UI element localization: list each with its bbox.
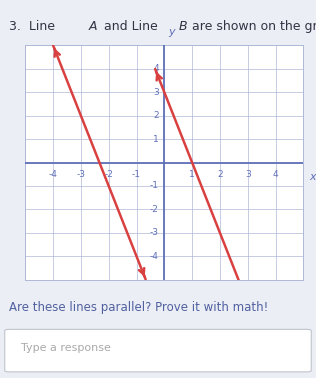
Text: 1: 1	[153, 135, 159, 144]
Text: Type a response: Type a response	[21, 343, 110, 353]
Text: y: y	[168, 27, 175, 37]
Text: 4: 4	[273, 170, 278, 178]
Text: -2: -2	[150, 205, 159, 214]
Text: A: A	[88, 20, 97, 33]
Text: are shown on the graph.: are shown on the graph.	[188, 20, 316, 33]
Text: -4: -4	[150, 252, 159, 261]
Text: -2: -2	[104, 170, 113, 178]
Text: Are these lines parallel? Prove it with math!: Are these lines parallel? Prove it with …	[9, 301, 269, 313]
Text: 4: 4	[153, 64, 159, 73]
Text: -1: -1	[150, 181, 159, 191]
Text: 2: 2	[217, 170, 223, 178]
Text: 3: 3	[245, 170, 251, 178]
Text: -3: -3	[150, 228, 159, 237]
Text: -3: -3	[76, 170, 85, 178]
Text: and Line: and Line	[100, 20, 161, 33]
Text: 3: 3	[153, 88, 159, 97]
Text: -4: -4	[49, 170, 58, 178]
FancyBboxPatch shape	[5, 329, 311, 372]
Text: 1: 1	[189, 170, 195, 178]
Text: B: B	[179, 20, 187, 33]
Text: x: x	[309, 172, 316, 182]
Text: 2: 2	[153, 111, 159, 120]
Text: 3.  Line: 3. Line	[9, 20, 59, 33]
Text: -1: -1	[132, 170, 141, 178]
